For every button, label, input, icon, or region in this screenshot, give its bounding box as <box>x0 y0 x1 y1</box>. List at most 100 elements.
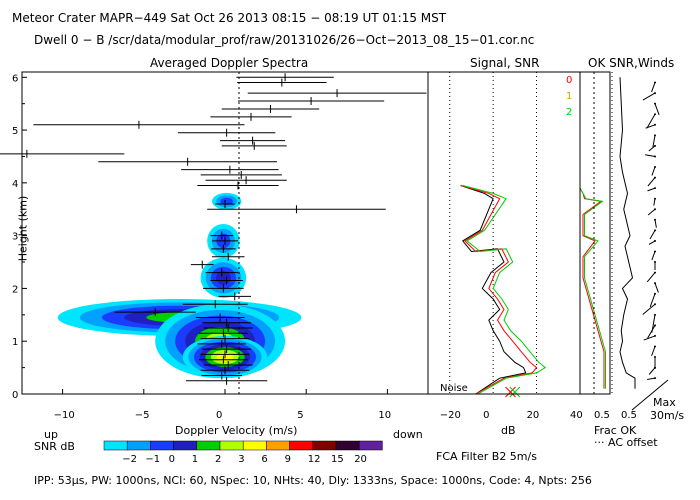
wind-barb-dot-19 <box>654 282 656 285</box>
legend-1: 1 <box>566 91 573 102</box>
wind-barb-6 <box>648 145 656 152</box>
signal-xtick-label-3: 40 <box>570 410 583 421</box>
colorbar-swatch-2 <box>150 440 174 451</box>
wind-barb-dot-20 <box>654 292 656 295</box>
wind-barb-7 <box>645 154 656 157</box>
wind-barb-13 <box>654 219 657 228</box>
signal-xtick-label-0: −20 <box>440 410 461 421</box>
signal-frame <box>427 71 581 395</box>
colorbar-tick-7: 9 <box>285 454 291 465</box>
colorbar-label: SNR dB <box>34 440 75 453</box>
wind-barb-dot-27 <box>654 366 656 369</box>
wind-barb-dot-7 <box>654 155 656 158</box>
noise-marker-0 <box>505 386 516 398</box>
xtick-label-3: 5 <box>297 410 303 421</box>
signal-xtick-label-1: 0 <box>483 410 489 421</box>
header-title: Meteor Crater MAPR−449 Sat Oct 26 2013 0… <box>12 11 447 25</box>
wind-barb-15 <box>648 240 656 245</box>
signal-axes: −20 0 20 40 <box>440 410 583 421</box>
colorbar-swatch-8 <box>289 440 314 451</box>
wind-barb-dot-0 <box>654 81 656 84</box>
xtick-label-1: −5 <box>135 410 150 421</box>
wind-barb-dot-24 <box>654 334 656 337</box>
signal-series <box>460 185 547 398</box>
doppler-ylabel: Height (km) <box>16 195 30 262</box>
wind-barb-dot-14 <box>654 229 656 232</box>
legend-0: 0 <box>566 75 573 86</box>
wind-barb-28 <box>647 377 656 381</box>
spectra-peaks <box>0 73 427 385</box>
colorbar-swatch-7 <box>266 440 290 451</box>
wind-barb-dot-22 <box>654 313 656 316</box>
colorbar-tick-0: −2 <box>122 454 137 465</box>
wind-barb-25 <box>651 346 656 357</box>
colorbar-swatch-6 <box>242 440 267 451</box>
colorbar-swatch-4 <box>196 440 221 451</box>
frac-ok-line <box>619 77 636 389</box>
signal-line-1 <box>460 185 538 395</box>
wind-barb-dot-18 <box>654 271 656 274</box>
wind-barb-5 <box>652 135 656 148</box>
colorbar-swatch-0 <box>103 440 128 451</box>
wind-barb-3 <box>646 113 656 129</box>
noise-marker-1 <box>509 386 521 398</box>
wind-barb-12 <box>647 208 656 216</box>
snr-blob-0-level-2 <box>220 197 233 205</box>
xtick-label-0: −10 <box>54 410 75 421</box>
ytick-label-4: 4 <box>12 179 18 190</box>
wind-barb-dot-17 <box>654 261 656 264</box>
wind-barb-dot-26 <box>654 356 656 359</box>
wind-barb-10 <box>647 187 656 192</box>
colorbar-swatch-9 <box>312 440 337 451</box>
wind-barb-24 <box>643 335 656 341</box>
wind-barb-dot-10 <box>654 187 656 190</box>
wind-barb-dot-23 <box>654 324 656 327</box>
winds-xtick-label-0: 0.5 <box>594 410 610 421</box>
ytick-label-6: 6 <box>12 73 18 84</box>
doppler-title: Averaged Doppler Spectra <box>150 56 309 70</box>
wind-barb-0 <box>651 82 656 93</box>
doppler-axes: 0 1 2 3 4 5 6 −10 −5 0 5 10 <box>12 73 391 421</box>
signal-line-0 <box>460 185 527 395</box>
wind-barb-8 <box>651 166 656 176</box>
wind-barb-dot-25 <box>654 345 656 348</box>
signal-xlabel: dB <box>501 424 516 437</box>
colorbar: −2 −1 0 1 2 3 6 9 12 15 20 <box>103 440 383 465</box>
wind-barb-dot-16 <box>654 250 656 253</box>
wind-barb-19 <box>654 282 659 293</box>
wind-barb-dot-2 <box>654 102 656 105</box>
wind-barb-4 <box>645 124 656 129</box>
ytick-label-1: 1 <box>12 337 18 348</box>
wind-barb-2 <box>654 103 660 116</box>
colorbar-tick-6: 6 <box>261 454 267 465</box>
colorbar-tick-4: 2 <box>215 454 221 465</box>
colorbar-tick-3: 1 <box>192 454 198 465</box>
header-path: Dwell 0 − B /scr/data/modular_prof/raw/2… <box>34 33 535 47</box>
wind-barbs <box>631 81 669 411</box>
colorbar-swatch-3 <box>173 440 198 451</box>
wind-barb-dot-4 <box>654 123 656 126</box>
xtick-label-2: 0 <box>216 410 222 421</box>
signal-grid <box>449 72 538 394</box>
noise-label: Noise <box>440 383 468 394</box>
colorbar-tick-9: 15 <box>331 454 344 465</box>
max-label: Max <box>653 396 676 409</box>
snr-ok-line-1 <box>579 187 606 389</box>
xtick-label-4: 10 <box>378 410 391 421</box>
signal-xtick-label-2: 20 <box>527 410 540 421</box>
wind-barb-dot-1 <box>654 92 656 95</box>
wind-barb-dot-15 <box>654 239 656 242</box>
colorbar-tick-1: −1 <box>145 454 160 465</box>
colorbar-swatch-5 <box>219 440 244 451</box>
wind-barb-dot-9 <box>654 176 656 179</box>
ac-offset-note: ··· AC offset <box>594 436 658 449</box>
up-label: up <box>44 428 58 441</box>
colorbar-swatch-10 <box>335 440 360 451</box>
speed-scale-arrow <box>631 379 669 411</box>
wind-barb-dot-12 <box>654 208 656 211</box>
signal-title: Signal, SNR <box>470 56 540 70</box>
wind-barb-11 <box>653 198 656 206</box>
wind-barb-dot-11 <box>654 197 656 200</box>
speed-scale-label: 30m/s <box>650 409 685 422</box>
